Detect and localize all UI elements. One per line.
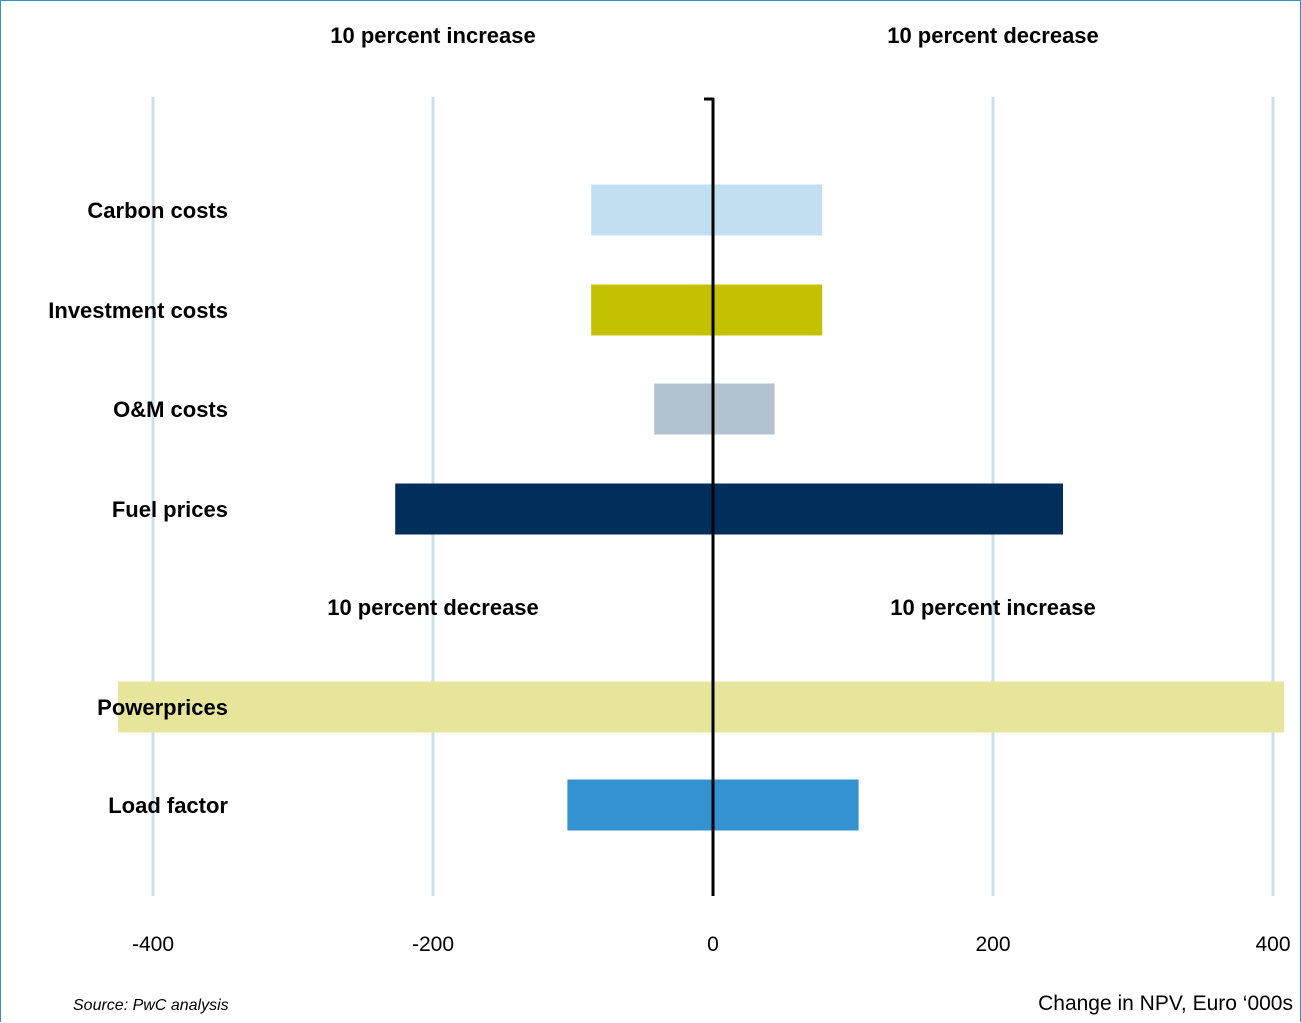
bar-load-factor-high (713, 779, 859, 831)
zero-axis (704, 97, 715, 896)
bar-o-m-costs-high (713, 383, 775, 435)
source-note: Source: PwC analysis (73, 997, 229, 1014)
bar-fuel-prices-high (713, 483, 1063, 535)
section-1-left-label: 10 percent increase (330, 23, 535, 48)
bars (118, 184, 1285, 831)
tick-label-400: 400 (1255, 933, 1290, 956)
section-labels: 10 percent increase 10 percent decrease … (327, 23, 1099, 620)
category-label-carbon-costs: Carbon costs (87, 198, 228, 223)
category-label-fuel-prices: Fuel prices (112, 497, 228, 522)
tick-label--400: -400 (132, 933, 174, 956)
section-2-left-label: 10 percent decrease (327, 595, 539, 620)
tick-label--200: -200 (412, 933, 454, 956)
bar-powerprices-high (713, 681, 1285, 733)
category-label-load-factor: Load factor (108, 793, 228, 818)
bar-investment-costs-high (713, 284, 823, 336)
tick-label-0: 0 (707, 933, 719, 956)
bar-fuel-prices-low (395, 483, 713, 535)
bar-load-factor-low (567, 779, 713, 831)
section-2-right-label: 10 percent increase (890, 595, 1095, 620)
bar-o-m-costs-low (654, 383, 713, 435)
category-label-investment-costs: Investment costs (48, 298, 228, 323)
bar-carbon-costs-high (713, 184, 823, 236)
tick-label-200: 200 (975, 933, 1010, 956)
bar-carbon-costs-low (591, 184, 713, 236)
tick-labels: -400 -200 0 200 400 (132, 933, 1291, 956)
x-axis-title: Change in NPV, Euro ‘000s (1038, 992, 1293, 1015)
bar-investment-costs-low (591, 284, 713, 336)
category-label-powerprices: Powerprices (97, 695, 228, 720)
section-1-right-label: 10 percent decrease (887, 23, 1099, 48)
bar-powerprices-low (118, 681, 713, 733)
category-labels: Carbon costs Investment costs O&M costs Fue… (48, 198, 228, 818)
category-label-o-m-costs: O&M costs (113, 397, 228, 422)
